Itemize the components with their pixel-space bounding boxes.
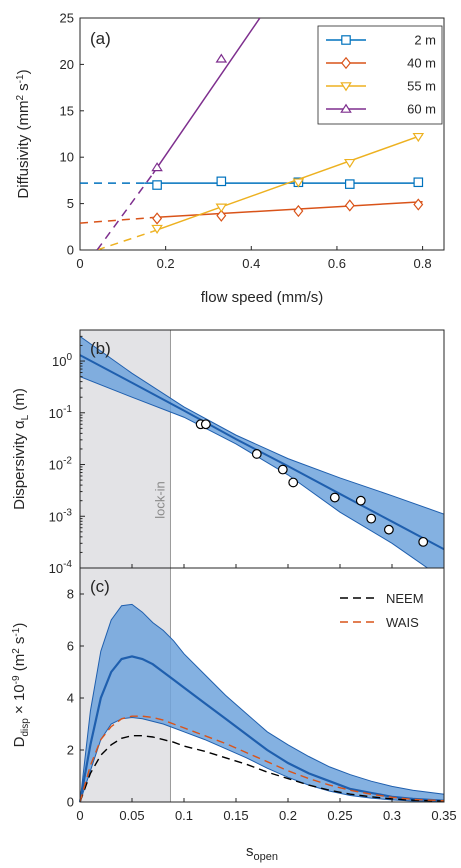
- y-tick-label: 0: [67, 243, 74, 258]
- panel-a-plot: [80, 18, 425, 250]
- panel-b-label: (b): [90, 339, 111, 358]
- x-tick-label: 0.35: [431, 808, 456, 823]
- y-tick-label: 100: [52, 352, 72, 369]
- legend-marker: [340, 82, 352, 92]
- lock-in-label: lock-in: [152, 481, 167, 519]
- y-tick-label: 2: [67, 743, 74, 758]
- data-point: [152, 180, 162, 190]
- data-point: [344, 199, 355, 212]
- x-tick-label: 0.2: [279, 808, 297, 823]
- y-tick-label: 8: [67, 587, 74, 602]
- panel-a-ticks: 0 0.2 0.4 0.6 0.8 0 5 10 15 20 25: [60, 11, 432, 272]
- data-point: [151, 162, 163, 172]
- data-point: [412, 132, 425, 143]
- panel-c-ticks: 0 0.05 0.1 0.15 0.2 0.25 0.3 0.35 0 2 4 6 8: [67, 587, 457, 824]
- data-point: [215, 203, 228, 213]
- y-tick-label: 5: [67, 196, 74, 211]
- y-tick-label: 15: [60, 103, 74, 118]
- y-tick-label: 6: [67, 639, 74, 654]
- legend-label: WAIS: [386, 615, 419, 630]
- data-point: [343, 158, 356, 169]
- panel-a-frame: [79, 17, 445, 251]
- data-point: [215, 53, 228, 63]
- fit-solid-line: [152, 200, 423, 219]
- x-tick-label: 0.2: [157, 256, 175, 271]
- y-tick-label: 0: [67, 795, 74, 810]
- panel-c-legend: NEEM WAIS: [340, 591, 424, 630]
- y-tick-label: 20: [60, 57, 74, 72]
- legend-label: 60 m: [407, 102, 436, 117]
- x-tick-label: 0.3: [383, 808, 401, 823]
- panel-a-ylabel: Diffusivity (mm2 s-1): [15, 69, 32, 198]
- panel-b-ylabel: Dispersivity αL (m): [11, 388, 31, 510]
- y-tick-label: 4: [67, 691, 74, 706]
- data-point: [216, 209, 227, 222]
- panel-c-frame: [79, 567, 445, 803]
- y-tick-label: 10-2: [49, 456, 73, 473]
- panel-a-legend: 2 m 40 m 55 m 60 m: [317, 25, 443, 125]
- panel-a-xlabel: flow speed (mm/s): [201, 289, 324, 306]
- data-point: [329, 492, 340, 503]
- data-point: [292, 178, 305, 188]
- legend-label: NEEM: [386, 591, 424, 606]
- panel-b: 10-4 10-3 10-2 10-1 100 (b) lock-in Dispersi…: [11, 329, 445, 576]
- legend-marker: [341, 35, 351, 45]
- data-point: [413, 198, 424, 211]
- x-tick-label: 0.6: [328, 256, 346, 271]
- model-line: [78, 655, 445, 803]
- y-tick-label: 10-4: [49, 559, 73, 576]
- data-point: [413, 177, 424, 188]
- data-point: [344, 179, 355, 189]
- x-tick-label: 0.8: [414, 256, 432, 271]
- data-point: [152, 212, 163, 225]
- x-tick-label: 0: [76, 256, 83, 271]
- legend-label: 40 m: [407, 56, 436, 71]
- panel-b-band: [80, 330, 444, 568]
- x-tick-label: 0.25: [327, 808, 352, 823]
- data-point: [151, 224, 163, 234]
- fit-solid-line: [152, 134, 423, 233]
- data-point: [366, 513, 377, 524]
- panel-c-band: [78, 568, 445, 803]
- legend-label: 2 m: [414, 33, 436, 48]
- legend-marker: [340, 103, 352, 113]
- x-tick-label: 0.05: [119, 808, 144, 823]
- data-point: [200, 419, 211, 430]
- panel-c-xlabel: sopen: [246, 843, 278, 863]
- fit-dashed-line: [80, 216, 153, 224]
- fit-line: [80, 354, 444, 551]
- fit-solid-line: [152, 18, 261, 175]
- x-tick-label: 0: [76, 808, 83, 823]
- data-point: [288, 477, 299, 488]
- data-point: [277, 464, 288, 475]
- data-point: [251, 449, 262, 459]
- data-point: [383, 524, 394, 535]
- data-point: [216, 176, 227, 187]
- y-tick-label: 10-1: [49, 404, 73, 421]
- legend-marker: [341, 56, 351, 70]
- fit-dashed-line: [96, 230, 154, 250]
- x-tick-label: 0.4: [242, 256, 260, 271]
- panel-c-label: (c): [90, 577, 110, 596]
- panel-c-ylabel: Ddisp × 10-9 (m2 s-1): [11, 623, 31, 748]
- series-line: [79, 715, 445, 803]
- panel-a: 0 0.2 0.4 0.6 0.8 0 5 10 15 20 25 (a) flow speed (…: [15, 11, 445, 306]
- series-line: [79, 735, 445, 803]
- x-tick-label: 0.15: [223, 808, 248, 823]
- data-point: [293, 204, 304, 218]
- y-tick-label: 10-3: [49, 507, 73, 524]
- y-tick-label: 10: [60, 150, 74, 165]
- data-point: [418, 536, 429, 547]
- fit-dashed-line: [96, 173, 154, 250]
- panel-c: 0 0.05 0.1 0.15 0.2 0.25 0.3 0.35 0 2 4 6 8 (c) sope…: [11, 567, 457, 863]
- panel-a-label: (a): [90, 29, 111, 48]
- legend-box: [317, 25, 443, 125]
- y-tick-label: 25: [60, 11, 74, 26]
- data-point: [355, 495, 366, 506]
- x-tick-label: 0.1: [175, 808, 193, 823]
- legend-label: 55 m: [407, 79, 436, 94]
